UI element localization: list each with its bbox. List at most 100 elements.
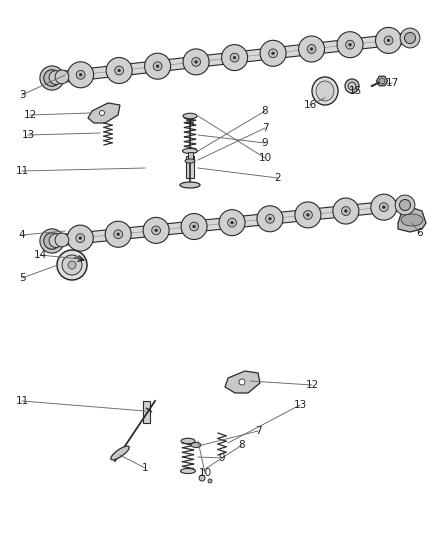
Ellipse shape <box>44 233 60 249</box>
Ellipse shape <box>180 469 195 473</box>
Ellipse shape <box>76 70 85 79</box>
Ellipse shape <box>304 211 312 219</box>
Polygon shape <box>398 207 426 232</box>
Ellipse shape <box>231 221 233 224</box>
Text: 4: 4 <box>19 230 25 240</box>
Text: 13: 13 <box>21 130 35 140</box>
Ellipse shape <box>405 33 416 44</box>
Ellipse shape <box>384 36 393 45</box>
Ellipse shape <box>117 233 120 236</box>
Ellipse shape <box>181 214 207 239</box>
Ellipse shape <box>114 230 123 239</box>
Text: 7: 7 <box>254 426 261 436</box>
Ellipse shape <box>345 79 359 93</box>
Ellipse shape <box>233 56 236 59</box>
Ellipse shape <box>401 214 423 226</box>
Ellipse shape <box>400 28 420 48</box>
Ellipse shape <box>312 77 338 105</box>
Ellipse shape <box>265 214 274 223</box>
Ellipse shape <box>68 261 76 269</box>
Polygon shape <box>225 371 260 393</box>
Ellipse shape <box>49 233 63 247</box>
FancyBboxPatch shape <box>186 156 194 178</box>
Text: 9: 9 <box>219 453 225 463</box>
Ellipse shape <box>180 182 200 188</box>
FancyBboxPatch shape <box>187 152 192 161</box>
Text: 2: 2 <box>275 173 281 183</box>
Ellipse shape <box>40 66 64 90</box>
Ellipse shape <box>67 225 93 251</box>
Ellipse shape <box>346 41 354 49</box>
Text: 5: 5 <box>19 273 25 283</box>
Ellipse shape <box>371 194 397 220</box>
Ellipse shape <box>310 47 313 51</box>
Ellipse shape <box>333 198 359 224</box>
Ellipse shape <box>143 217 169 244</box>
Ellipse shape <box>55 70 69 84</box>
Ellipse shape <box>399 199 410 211</box>
Ellipse shape <box>395 195 415 215</box>
Ellipse shape <box>99 110 105 116</box>
Ellipse shape <box>49 71 63 84</box>
Text: 12: 12 <box>305 380 318 390</box>
Ellipse shape <box>190 222 198 231</box>
Ellipse shape <box>387 39 390 42</box>
Ellipse shape <box>195 61 198 63</box>
Ellipse shape <box>105 221 131 247</box>
Text: 9: 9 <box>261 138 268 148</box>
Ellipse shape <box>379 78 385 84</box>
Ellipse shape <box>76 233 85 243</box>
Ellipse shape <box>268 217 272 220</box>
Text: 8: 8 <box>239 440 245 450</box>
Ellipse shape <box>192 58 201 66</box>
Ellipse shape <box>222 45 247 70</box>
Ellipse shape <box>199 475 205 481</box>
Ellipse shape <box>79 237 81 239</box>
Ellipse shape <box>316 81 334 101</box>
Ellipse shape <box>106 58 132 84</box>
Ellipse shape <box>299 36 325 62</box>
Ellipse shape <box>40 229 64 253</box>
Ellipse shape <box>183 149 198 154</box>
Ellipse shape <box>349 43 351 46</box>
Text: 11: 11 <box>15 396 28 406</box>
Ellipse shape <box>228 218 237 227</box>
Ellipse shape <box>307 214 309 216</box>
Ellipse shape <box>181 438 195 444</box>
Ellipse shape <box>272 52 275 55</box>
Ellipse shape <box>379 203 388 212</box>
Ellipse shape <box>382 206 385 208</box>
FancyBboxPatch shape <box>143 401 150 423</box>
Ellipse shape <box>219 209 245 236</box>
Ellipse shape <box>260 41 286 66</box>
Ellipse shape <box>295 202 321 228</box>
Ellipse shape <box>145 53 171 79</box>
Text: 3: 3 <box>19 90 25 100</box>
Polygon shape <box>51 33 410 84</box>
Text: 14: 14 <box>33 250 46 260</box>
Text: 15: 15 <box>348 86 362 96</box>
Ellipse shape <box>44 70 60 86</box>
Text: 11: 11 <box>15 166 28 176</box>
Ellipse shape <box>111 446 129 460</box>
Ellipse shape <box>79 74 82 76</box>
Ellipse shape <box>183 113 197 119</box>
Text: 1: 1 <box>141 463 148 473</box>
Ellipse shape <box>183 49 209 75</box>
Ellipse shape <box>57 250 87 280</box>
Ellipse shape <box>239 379 245 385</box>
Text: 17: 17 <box>385 78 399 88</box>
Ellipse shape <box>191 442 201 448</box>
Ellipse shape <box>208 479 212 483</box>
Ellipse shape <box>152 226 161 235</box>
Ellipse shape <box>257 206 283 232</box>
Polygon shape <box>377 76 388 86</box>
Ellipse shape <box>230 53 239 62</box>
Ellipse shape <box>375 27 402 53</box>
Ellipse shape <box>342 207 350 215</box>
Ellipse shape <box>156 65 159 68</box>
Ellipse shape <box>307 45 316 53</box>
Ellipse shape <box>155 229 158 232</box>
Ellipse shape <box>115 66 124 75</box>
Polygon shape <box>88 103 120 123</box>
